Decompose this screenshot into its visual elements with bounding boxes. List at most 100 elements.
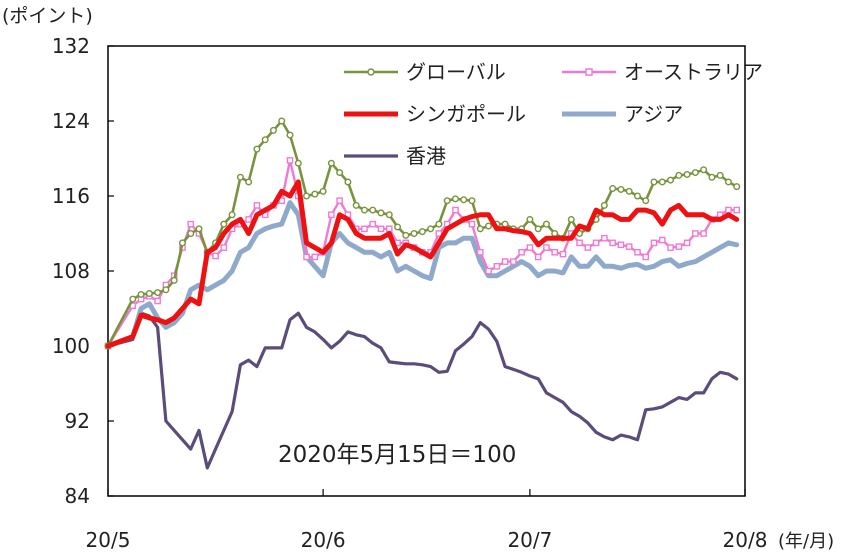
data-point bbox=[369, 206, 377, 214]
data-point bbox=[534, 225, 542, 233]
data-point bbox=[418, 228, 426, 236]
data-point bbox=[675, 243, 683, 250]
data-point bbox=[658, 236, 666, 244]
data-point bbox=[154, 289, 162, 297]
data-point bbox=[733, 183, 741, 191]
y-tick-label: 100 bbox=[52, 334, 90, 358]
legend-label: シンガポール bbox=[406, 102, 526, 126]
data-point bbox=[253, 145, 261, 153]
data-point bbox=[311, 253, 319, 261]
data-point bbox=[725, 206, 732, 214]
data-point bbox=[518, 248, 525, 256]
series-line bbox=[106, 311, 739, 470]
data-point bbox=[427, 225, 435, 233]
legend-label: グローバル bbox=[406, 60, 506, 84]
data-point bbox=[642, 197, 650, 205]
data-point bbox=[253, 202, 261, 209]
data-point bbox=[178, 239, 186, 247]
data-point bbox=[634, 248, 641, 256]
data-point bbox=[650, 239, 658, 247]
data-point bbox=[303, 253, 310, 261]
data-point bbox=[543, 244, 550, 251]
data-point bbox=[692, 230, 699, 237]
x-tick-label: 20/7 bbox=[507, 528, 552, 552]
data-point bbox=[609, 239, 616, 247]
legend-label: オーストラリア bbox=[624, 60, 763, 84]
data-point bbox=[394, 223, 402, 231]
series-line bbox=[105, 179, 740, 349]
data-point bbox=[576, 239, 583, 247]
data-point bbox=[261, 136, 269, 144]
data-point bbox=[319, 187, 327, 195]
data-point bbox=[294, 159, 302, 167]
y-unit-label: (ポイント) bbox=[2, 5, 93, 27]
data-point bbox=[584, 244, 592, 251]
y-tick-label: 108 bbox=[52, 259, 90, 283]
data-point bbox=[328, 211, 335, 219]
data-point bbox=[187, 229, 195, 237]
x-axis-ticks: 20/5 20/6 20/7 20/8 bbox=[86, 489, 768, 552]
data-point bbox=[452, 206, 459, 214]
data-point bbox=[137, 290, 145, 298]
data-point bbox=[402, 231, 410, 239]
data-point bbox=[410, 229, 418, 237]
data-point bbox=[501, 258, 509, 265]
data-point bbox=[154, 297, 161, 305]
data-point bbox=[303, 192, 311, 200]
series-line bbox=[105, 200, 740, 349]
data-point bbox=[700, 230, 707, 237]
y-tick-label: 84 bbox=[65, 484, 90, 508]
data-point bbox=[493, 263, 501, 270]
data-point bbox=[468, 220, 476, 228]
data-point bbox=[534, 253, 542, 261]
data-point bbox=[510, 258, 517, 265]
data-point bbox=[625, 187, 633, 195]
data-point bbox=[361, 225, 368, 233]
legend-label: 香港 bbox=[406, 144, 446, 168]
data-point bbox=[443, 197, 451, 205]
data-point bbox=[600, 201, 608, 209]
data-point bbox=[220, 220, 228, 228]
data-point bbox=[733, 206, 741, 214]
data-point bbox=[675, 171, 683, 179]
y-tick-label: 132 bbox=[52, 34, 90, 58]
x-tick-label: 20/8 bbox=[723, 528, 768, 552]
data-point bbox=[385, 211, 393, 219]
data-point bbox=[278, 117, 286, 125]
data-point bbox=[708, 173, 716, 181]
data-point bbox=[683, 170, 691, 178]
data-point bbox=[187, 220, 195, 228]
data-point bbox=[435, 230, 443, 237]
data-point bbox=[501, 220, 509, 228]
legend-marker bbox=[585, 68, 593, 76]
legend-marker bbox=[367, 68, 375, 76]
data-point bbox=[476, 225, 484, 233]
data-point bbox=[567, 215, 575, 223]
x-tick-label: 20/6 bbox=[301, 528, 346, 552]
data-point bbox=[451, 195, 459, 203]
data-point bbox=[683, 239, 691, 247]
y-tick-label: 124 bbox=[52, 109, 90, 133]
data-point bbox=[435, 220, 443, 228]
data-point bbox=[170, 276, 178, 284]
x-unit-label: (年/月) bbox=[778, 531, 834, 552]
data-point bbox=[269, 126, 277, 134]
baseline-annotation: 2020年5月15日＝100 bbox=[278, 442, 516, 468]
data-point bbox=[650, 178, 658, 186]
data-point bbox=[609, 184, 617, 192]
x-tick-label: 20/5 bbox=[86, 528, 131, 552]
data-point bbox=[476, 248, 484, 256]
data-point bbox=[559, 250, 567, 258]
data-point bbox=[162, 286, 170, 294]
data-point bbox=[617, 185, 625, 193]
data-point bbox=[716, 171, 724, 179]
data-point bbox=[642, 253, 650, 261]
data-point bbox=[245, 216, 252, 223]
data-point bbox=[724, 178, 732, 186]
data-point bbox=[228, 211, 236, 219]
series-layer bbox=[104, 117, 741, 470]
data-point bbox=[245, 178, 253, 186]
data-point bbox=[700, 166, 708, 174]
data-point bbox=[344, 178, 352, 186]
